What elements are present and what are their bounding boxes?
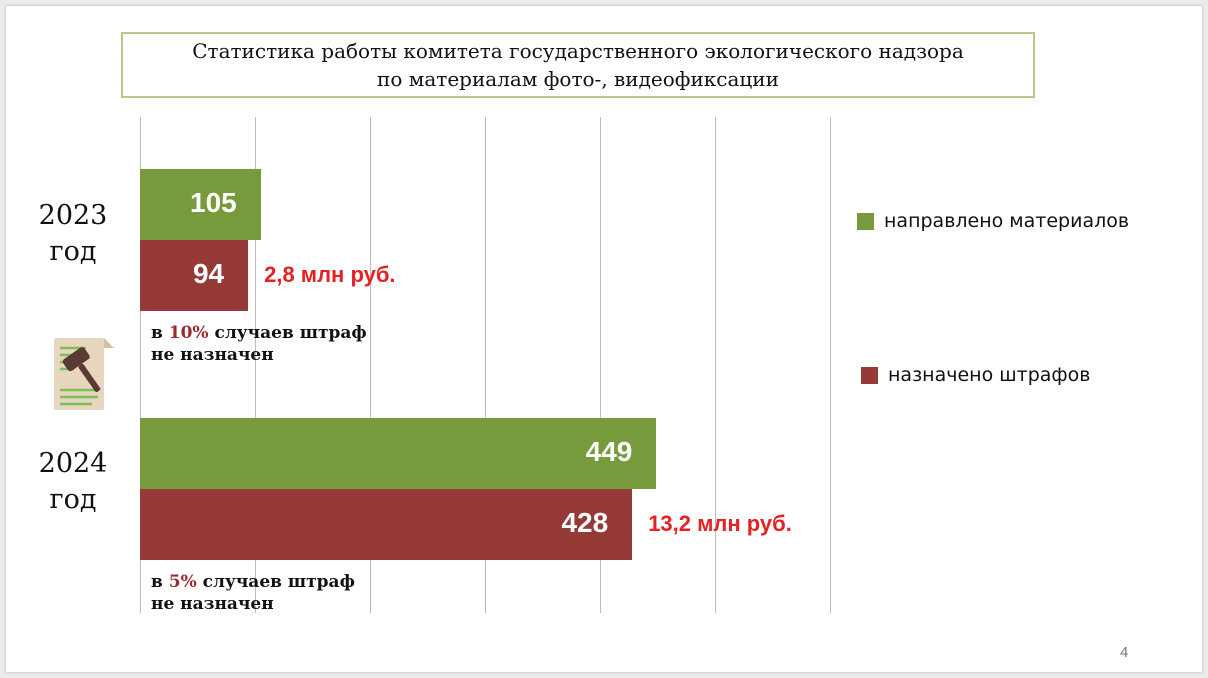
gridline <box>830 117 831 613</box>
bar-value-label: 449 <box>585 436 633 467</box>
bar-sent-0 <box>140 169 261 240</box>
note-2024-percent: 5% <box>168 572 197 592</box>
legend-item-fined: назначено штрафов <box>861 364 1090 386</box>
bar-fined-1 <box>140 489 633 560</box>
year-label-2024: 2024 год <box>28 446 118 518</box>
note-2023-text: случаев штраф <box>208 323 367 343</box>
note-2024-line2: не назначен <box>151 594 274 614</box>
chart-title: Статистика работы комитета государственн… <box>121 32 1035 98</box>
note-2023-percent: 10% <box>168 323 209 343</box>
year-label-2023-word: год <box>49 236 97 267</box>
gridline <box>255 117 256 613</box>
note-2023-line2: не назначен <box>151 345 274 365</box>
legend-label-sent: направлено материалов <box>884 210 1130 232</box>
gavel-document-icon <box>52 336 116 418</box>
bar-value-label: 428 <box>561 507 609 538</box>
gridline <box>370 117 371 613</box>
note-2024-text: случаев штраф <box>196 572 355 592</box>
chart-title-line2: по материалам фото-, видеофиксации <box>377 67 779 91</box>
slide <box>6 6 1202 672</box>
legend-swatch-fined <box>861 366 878 384</box>
year-label-2024-year: 2024 <box>38 448 108 479</box>
bar-value-label: 105 <box>190 187 237 218</box>
page-number: 4 <box>1120 644 1129 661</box>
year-label-2024-word: год <box>49 484 97 515</box>
note-2023: в 10% случаев штраф не назначен <box>151 322 367 366</box>
bar-sent-1 <box>140 418 657 489</box>
fine-sum-label: 2,8 млн руб. <box>264 262 396 287</box>
legend-item-sent: направлено материалов <box>857 210 1129 232</box>
note-2024-prefix: в <box>151 572 169 592</box>
legend-swatch-sent <box>857 212 874 230</box>
fine-sum-label: 13,2 млн руб. <box>648 511 792 536</box>
legend-label-fined: назначено штрафов <box>888 364 1091 386</box>
gridline <box>715 117 716 613</box>
gridline <box>140 117 141 613</box>
gridline <box>485 117 486 613</box>
note-2023-prefix: в <box>151 323 169 343</box>
year-label-2023-year: 2023 <box>38 200 108 231</box>
gridline <box>600 117 601 613</box>
chart-title-line1: Статистика работы комитета государственн… <box>192 39 964 63</box>
bar-fined-0 <box>140 240 249 311</box>
note-2024: в 5% случаев штраф не назначен <box>151 571 355 615</box>
year-label-2023: 2023 год <box>28 198 118 270</box>
bar-value-label: 94 <box>192 258 225 289</box>
